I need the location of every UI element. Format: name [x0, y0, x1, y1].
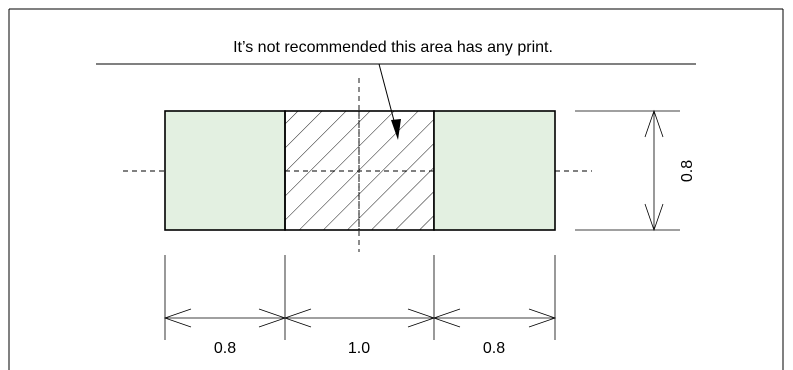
height-dimension	[575, 109, 680, 232]
note-text: It’s not recommended this area has any p…	[233, 39, 553, 56]
frame	[8, 8, 784, 370]
right-pad-width-label: 0.8	[483, 340, 505, 357]
left-pad	[164, 110, 286, 231]
width-extension-lines	[164, 255, 556, 340]
center-area	[284, 110, 435, 231]
width-dimension-line	[163, 308, 557, 328]
height-label: 0.8	[679, 160, 696, 182]
left-pad-width-label: 0.8	[214, 340, 236, 357]
right-pad	[433, 110, 556, 231]
center-area-width-label: 1.0	[348, 340, 370, 357]
